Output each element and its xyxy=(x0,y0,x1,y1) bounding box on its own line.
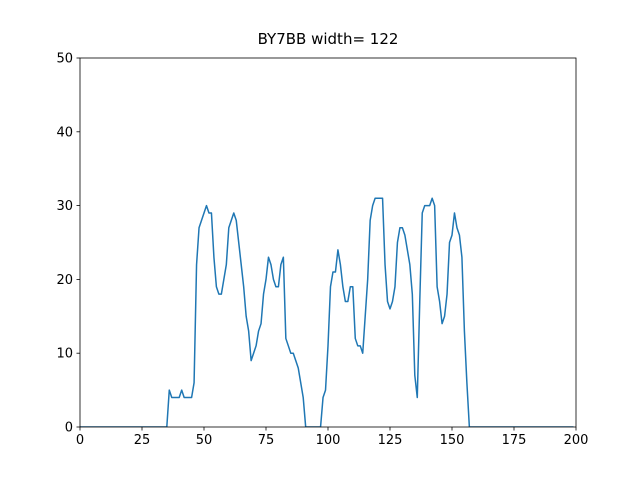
x-tick-label: 150 xyxy=(440,433,465,448)
chart-title: BY7BB width= 122 xyxy=(258,30,399,48)
x-tick-label: 25 xyxy=(134,433,151,448)
y-tick-label: 30 xyxy=(56,199,73,214)
plot-frame xyxy=(79,57,577,428)
y-tick-label: 50 xyxy=(56,52,73,67)
y-tick-label: 10 xyxy=(56,347,73,362)
x-tick-label: 100 xyxy=(316,433,341,448)
x-tick-label: 200 xyxy=(564,433,589,448)
x-tick-label: 0 xyxy=(76,433,84,448)
y-tick-label: 0 xyxy=(65,421,73,436)
line-series xyxy=(80,197,574,427)
x-tick-label: 75 xyxy=(258,433,275,448)
x-tick-label: 50 xyxy=(196,433,213,448)
y-tick-label: 20 xyxy=(56,273,73,288)
y-tick-label: 40 xyxy=(56,125,73,140)
x-tick-label: 125 xyxy=(378,433,403,448)
x-tick-label: 175 xyxy=(502,433,527,448)
